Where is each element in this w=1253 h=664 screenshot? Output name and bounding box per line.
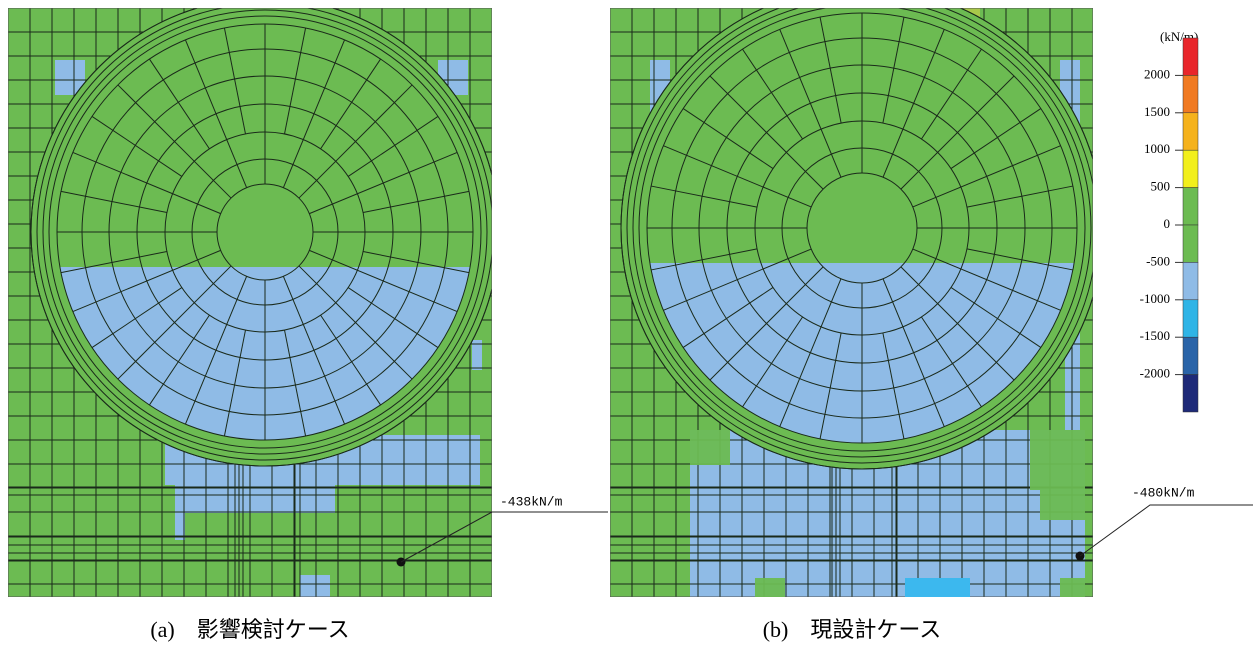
caption: (a) 影響検討ケース (150, 617, 349, 642)
region (300, 575, 330, 597)
legend-swatch (1183, 113, 1198, 150)
legend: (kN/m) 2000150010005000-500-1000-1500-20… (1140, 29, 1199, 412)
legend-swatch (1183, 300, 1198, 337)
region (175, 485, 335, 513)
annotation-b: -480kN/m (1076, 485, 1253, 560)
legend-label: 0 (1164, 216, 1171, 231)
legend-label: -2000 (1140, 366, 1170, 381)
legend-swatch (1183, 375, 1198, 412)
legend-label: 2000 (1144, 66, 1170, 81)
region (755, 578, 785, 597)
region (1040, 490, 1085, 520)
legend-label: -1000 (1140, 291, 1170, 306)
region (690, 430, 730, 465)
legend-label: 1500 (1144, 104, 1170, 119)
legend-swatch (1183, 188, 1198, 225)
legend-label: -1500 (1140, 328, 1170, 343)
legend-label: -500 (1146, 253, 1170, 268)
panel-a (8, 0, 499, 597)
annotation: -438kN/m (500, 494, 563, 509)
region (1030, 430, 1085, 490)
caption: (b) 現設計ケース (763, 617, 942, 642)
legend-swatch (1183, 75, 1198, 112)
panel-b (610, 0, 1103, 597)
annotation: -480kN/m (1132, 485, 1195, 500)
legend-swatch (1183, 38, 1198, 75)
region (905, 578, 970, 597)
legend-swatch (1183, 262, 1198, 299)
legend-swatch (1183, 225, 1198, 262)
legend-swatch (1183, 337, 1198, 374)
region (1060, 578, 1085, 597)
legend-swatch (1183, 150, 1198, 187)
legend-label: 1000 (1144, 141, 1170, 156)
legend-label: 500 (1151, 179, 1171, 194)
